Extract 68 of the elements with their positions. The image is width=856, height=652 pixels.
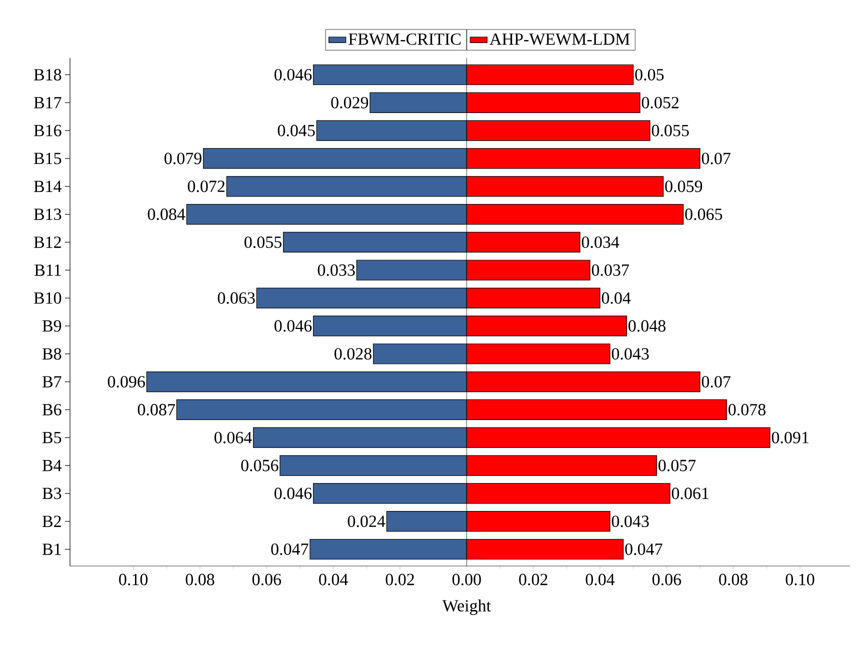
- y-tick-label: B6: [42, 404, 62, 416]
- data-label: 0.061: [672, 488, 708, 500]
- data-label: 0.04: [602, 292, 631, 304]
- data-label: 0.043: [612, 516, 649, 528]
- data-label: 0.047: [625, 543, 662, 556]
- data-label: 0.028: [334, 348, 372, 360]
- data-label: 0.029: [331, 96, 368, 108]
- data-label: 0.096: [108, 376, 145, 388]
- data-label: 0.024: [348, 516, 386, 528]
- data-label: 0.055: [652, 124, 689, 136]
- data-label: 0.048: [628, 320, 666, 332]
- data-label: 0.087: [138, 404, 175, 416]
- y-tick-label: B15: [34, 152, 62, 164]
- y-tick-label: B4: [42, 460, 62, 472]
- y-tick-label: B13: [34, 208, 62, 220]
- y-tick-label: B16: [34, 124, 62, 136]
- legend-label: FBWM-CRITIC: [348, 33, 461, 45]
- x-tick-label: 0.06: [252, 574, 282, 586]
- x-tick-label: 0.00: [452, 574, 481, 586]
- y-tick-label: B11: [34, 264, 61, 276]
- data-label: 0.091: [772, 432, 808, 444]
- data-label: 0.07: [702, 152, 730, 164]
- data-label: 0.046: [274, 68, 312, 81]
- x-tick-label: 0.02: [386, 574, 414, 586]
- y-tick-label: B2: [42, 516, 61, 527]
- data-label: 0.052: [642, 96, 679, 108]
- data-label: 0.057: [658, 460, 696, 472]
- data-label: 0.065: [685, 208, 722, 220]
- x-tick-label: 0.04: [319, 574, 348, 586]
- data-label: 0.079: [164, 152, 202, 164]
- data-label: 0.072: [188, 180, 225, 192]
- x-tick-label: 0.10: [119, 574, 148, 586]
- x-tick-label: 0.08: [719, 574, 748, 586]
- data-label: 0.05: [635, 68, 664, 81]
- data-label: 0.033: [318, 264, 355, 276]
- y-tick-label: B3: [42, 488, 62, 500]
- y-tick-label: B14: [34, 180, 62, 192]
- data-label: 0.078: [728, 404, 766, 416]
- y-tick-label: B9: [42, 320, 62, 332]
- y-tick-label: B1: [42, 544, 61, 555]
- data-label: 0.043: [612, 348, 649, 360]
- data-label: 0.046: [274, 488, 312, 500]
- x-tick-label: 0.02: [519, 574, 548, 586]
- data-label: 0.056: [241, 460, 278, 472]
- data-label: 0.037: [592, 264, 629, 276]
- y-tick-label: B10: [34, 292, 62, 304]
- x-tick-label: 0.06: [652, 574, 682, 586]
- data-label: 0.07: [702, 376, 730, 388]
- data-label: 0.059: [665, 180, 702, 192]
- data-label: 0.047: [271, 543, 308, 556]
- data-label: 0.045: [278, 124, 315, 136]
- legend-label: AHP-WEWM-LDM: [490, 33, 630, 45]
- y-tick-label: B7: [42, 376, 62, 388]
- data-label: 0.055: [244, 236, 282, 248]
- data-label: 0.034: [582, 236, 620, 248]
- x-tick-label: 0.08: [186, 574, 214, 586]
- data-label: 0.063: [218, 292, 255, 304]
- data-label: 0.084: [148, 208, 186, 220]
- x-axis-title: Weight: [442, 600, 491, 615]
- y-tick-label: B18: [34, 69, 62, 80]
- y-tick-label: B17: [34, 97, 62, 108]
- y-tick-label: B5: [42, 432, 62, 444]
- y-tick-label: B12: [34, 236, 61, 248]
- y-tick-label: B8: [42, 348, 62, 360]
- x-tick-label: 0.10: [786, 574, 814, 586]
- x-tick-label: 0.04: [586, 574, 615, 586]
- data-label: 0.046: [274, 320, 312, 332]
- data-label: 0.064: [214, 432, 252, 444]
